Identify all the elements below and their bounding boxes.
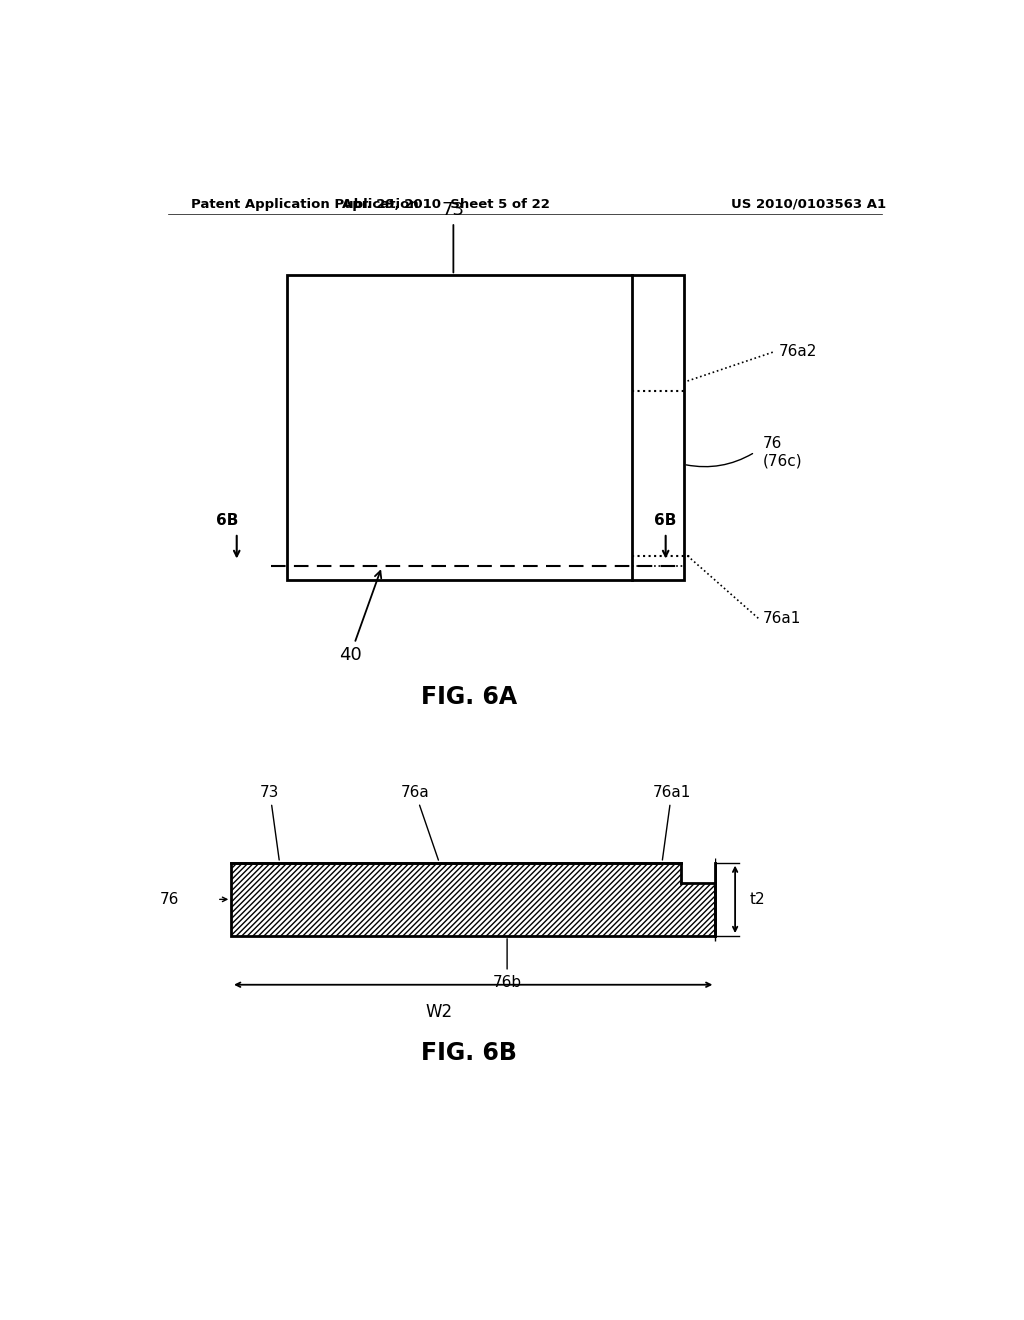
Text: 6B: 6B — [216, 513, 239, 528]
Text: FIG. 6B: FIG. 6B — [421, 1041, 517, 1065]
Text: t2: t2 — [750, 892, 765, 907]
Text: 76a1: 76a1 — [763, 611, 801, 626]
Text: 6B: 6B — [654, 513, 677, 528]
Text: Apr. 29, 2010  Sheet 5 of 22: Apr. 29, 2010 Sheet 5 of 22 — [341, 198, 550, 211]
Text: 76b: 76b — [493, 939, 521, 990]
Text: 76a1: 76a1 — [652, 785, 691, 861]
Bar — [231, 863, 715, 936]
Text: FIG. 6A: FIG. 6A — [421, 685, 517, 709]
Bar — [681, 858, 715, 883]
Text: W2: W2 — [426, 1003, 453, 1022]
Bar — [287, 276, 684, 581]
Text: US 2010/0103563 A1: US 2010/0103563 A1 — [731, 198, 886, 211]
Text: 76a: 76a — [400, 785, 438, 861]
Text: 76
(76c): 76 (76c) — [763, 436, 803, 469]
Text: 76a2: 76a2 — [778, 345, 817, 359]
Text: 73: 73 — [442, 202, 465, 272]
Text: 40: 40 — [339, 572, 381, 664]
Text: 73: 73 — [260, 785, 280, 861]
Text: Patent Application Publication: Patent Application Publication — [191, 198, 419, 211]
Text: 76: 76 — [160, 892, 179, 907]
